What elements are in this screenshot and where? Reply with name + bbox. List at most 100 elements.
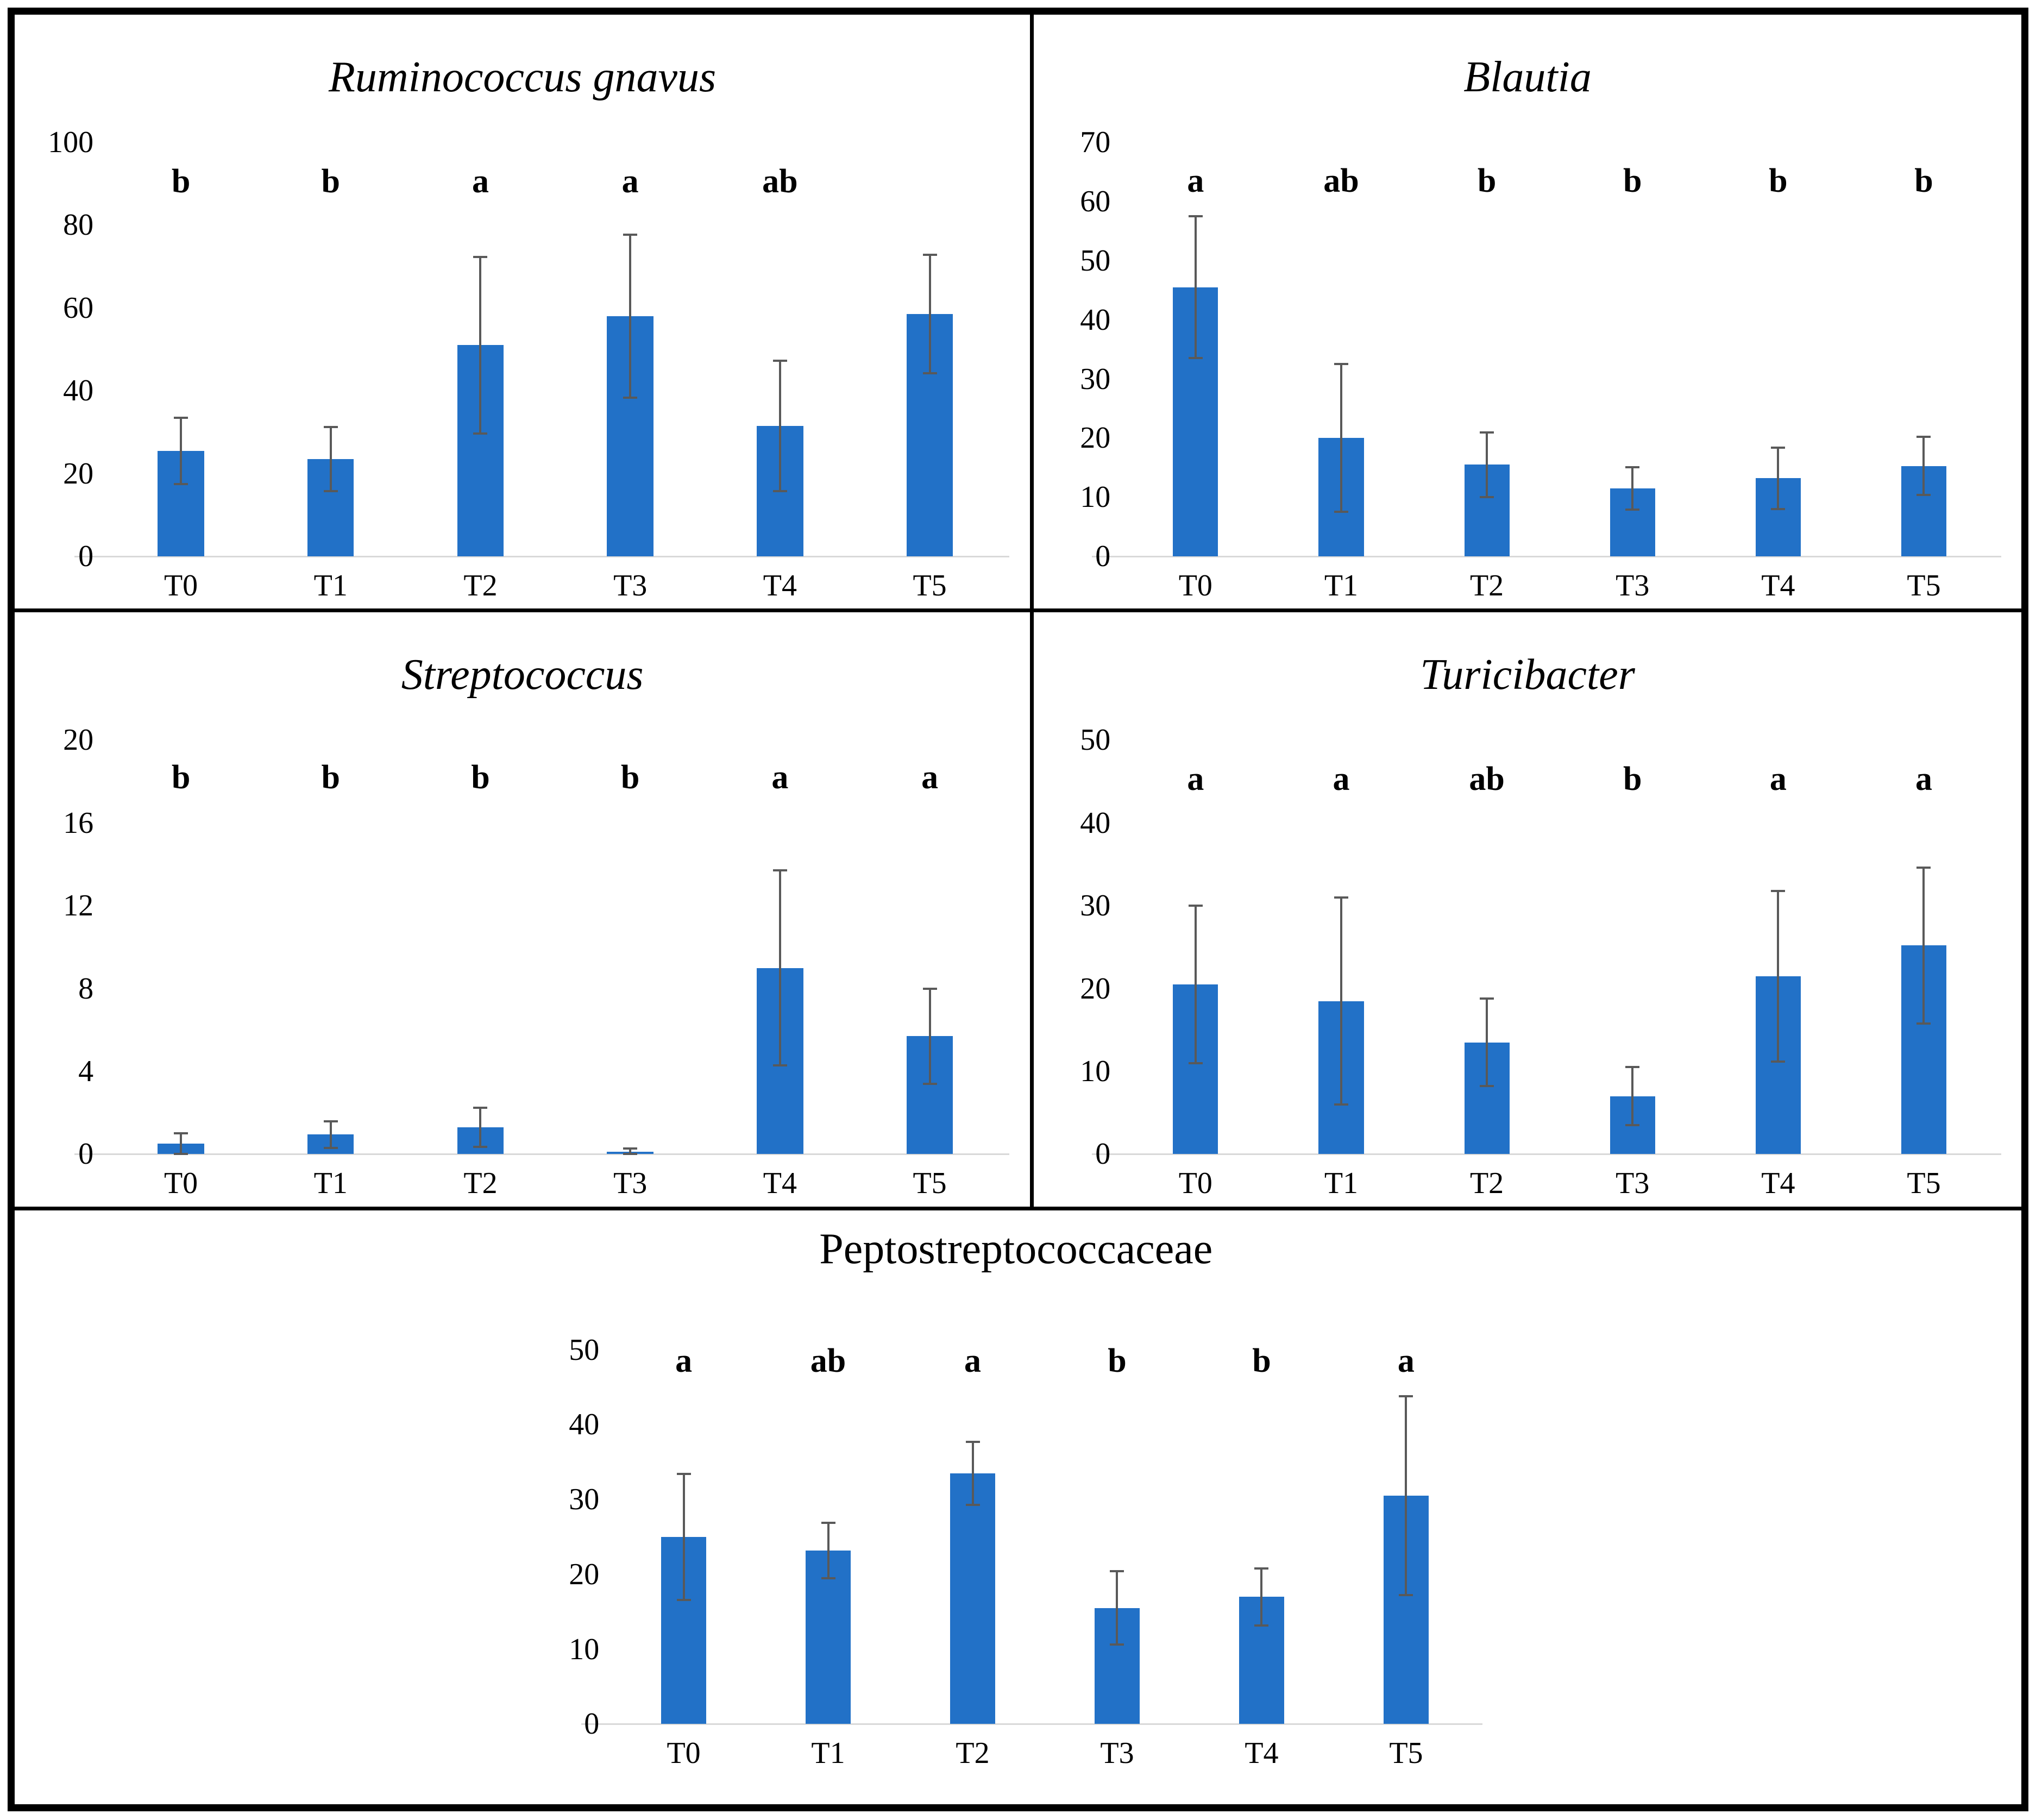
x-category-label: T4 [763,569,797,603]
error-bar-cap-top [922,987,937,990]
error-bar-line [479,1107,482,1147]
x-category-label: T1 [313,1166,348,1201]
error-bar-cap-top [1334,363,1348,366]
x-category-label: T1 [1324,569,1359,603]
x-category-label: T1 [1324,1166,1359,1201]
error-bar-cap-top [772,869,787,872]
significance-letter: a [675,1342,693,1380]
x-category-label: T0 [164,569,198,603]
error-bar-cap-bottom [1916,493,1931,496]
error-bar-cap-bottom [1399,1594,1413,1597]
y-tick-label: 30 [569,1483,600,1517]
chart-title: Ruminococcus gnavus [328,53,717,102]
x-category-label: T5 [1907,569,1941,603]
x-category-label: T2 [1469,569,1504,603]
chart-ruminococcus-gnavus: Ruminococcus gnavus 0 20 40 60 80 100 b T0 b T1 a T… [15,15,1030,608]
error-bar-line [1486,432,1488,498]
significance-letter: a [1333,761,1350,798]
error-bar-cap-top [1916,436,1931,438]
error-bar-line [778,360,781,492]
x-axis-line [1092,1153,2001,1156]
error-bar-line [1194,216,1197,359]
error-bar-cap-bottom [965,1503,980,1506]
x-category-label: T5 [1389,1736,1423,1771]
significance-letter: ab [810,1342,846,1380]
error-bar-line [1340,897,1342,1105]
x-category-label: T1 [313,569,348,603]
y-tick-label: 10 [1080,480,1111,514]
error-bar-cap-bottom [473,432,488,435]
panel-turicibacter: Turicibacter 0 10 20 30 40 50 a T0 a T1 ab T2 b T3 a T4… [1034,612,2021,1206]
error-bar-cap-top [174,1132,188,1135]
x-category-label: T5 [913,569,947,603]
error-bar-cap-top [1625,1066,1640,1069]
y-tick-label: 0 [78,1137,94,1171]
row-middle: Streptococcus 0 4 8 12 16 20 b T0 b T1 b T2 b T3 a T4 a T… [15,612,2021,1210]
y-tick-label: 50 [1080,243,1111,278]
significance-letter: ab [1323,162,1359,199]
error-bar-cap-bottom [772,490,787,493]
x-category-label: T0 [1178,569,1212,603]
y-tick-label: 10 [569,1632,600,1666]
y-tick-label: 50 [1080,723,1111,757]
error-bar-line [1260,1568,1263,1626]
y-tick-label: 40 [63,374,94,408]
y-tick-label: 8 [78,971,94,1006]
error-bar-cap-bottom [1334,511,1348,513]
error-bar-cap-top [1399,1395,1413,1397]
y-tick-label: 0 [78,539,94,574]
error-bar-line [1340,364,1342,512]
x-category-label: T3 [1100,1736,1134,1771]
error-bar-line [629,1149,632,1154]
significance-letter: b [620,758,640,796]
x-category-label: T0 [667,1736,701,1771]
x-category-label: T2 [463,569,498,603]
significance-letter: b [171,163,191,200]
error-bar-line [928,255,931,374]
error-bar-cap-bottom [623,1153,638,1156]
significance-letter: b [171,758,191,796]
significance-letter: b [1108,1342,1127,1380]
error-bar-line [1777,890,1780,1062]
bar-t2 [950,1473,995,1724]
significance-letter: b [321,758,341,796]
y-tick-label: 60 [63,291,94,325]
x-category-label: T3 [1616,1166,1650,1201]
significance-letter: ab [762,163,798,200]
y-tick-label: 0 [1095,539,1111,574]
y-tick-label: 60 [1080,184,1111,218]
error-bar-line [1486,998,1488,1087]
y-tick-label: 50 [569,1333,600,1367]
error-bar-cap-top [1110,1570,1124,1573]
bar-t1 [806,1550,851,1724]
y-tick-label: 40 [569,1408,600,1442]
error-bar-cap-top [772,359,787,362]
error-bar-line [479,257,482,434]
error-bar-cap-top [1771,446,1786,449]
error-bar-cap-bottom [174,1153,188,1156]
significance-letter: a [964,1342,981,1380]
significance-letter: b [1769,162,1788,199]
significance-letter: a [1769,761,1787,798]
significance-letter: a [1915,761,1932,798]
chart-streptococcus: Streptococcus 0 4 8 12 16 20 b T0 b T1 b T2 b T3 a T4 a T… [15,612,1030,1206]
x-category-label: T4 [1245,1736,1279,1771]
significance-letter: b [1623,761,1642,798]
error-bar-cap-top [623,1147,638,1150]
chart-turicibacter: Turicibacter 0 10 20 30 40 50 a T0 a T1 ab T2 b T3 a T4… [1034,612,2021,1206]
y-tick-label: 100 [48,125,94,160]
y-tick-label: 20 [1080,421,1111,455]
significance-letter: b [321,163,341,200]
significance-letter: b [471,758,490,796]
error-bar-cap-top [473,1106,488,1109]
x-category-label: T5 [1907,1166,1941,1201]
error-bar-cap-bottom [772,1064,787,1066]
significance-letter: b [1914,162,1933,199]
x-category-label: T2 [463,1166,498,1201]
error-bar-cap-bottom [1480,1085,1494,1088]
significance-letter: a [921,758,939,796]
y-tick-label: 12 [63,889,94,923]
y-tick-label: 20 [63,456,94,491]
x-category-label: T1 [811,1736,845,1771]
x-axis-line [74,556,1009,558]
